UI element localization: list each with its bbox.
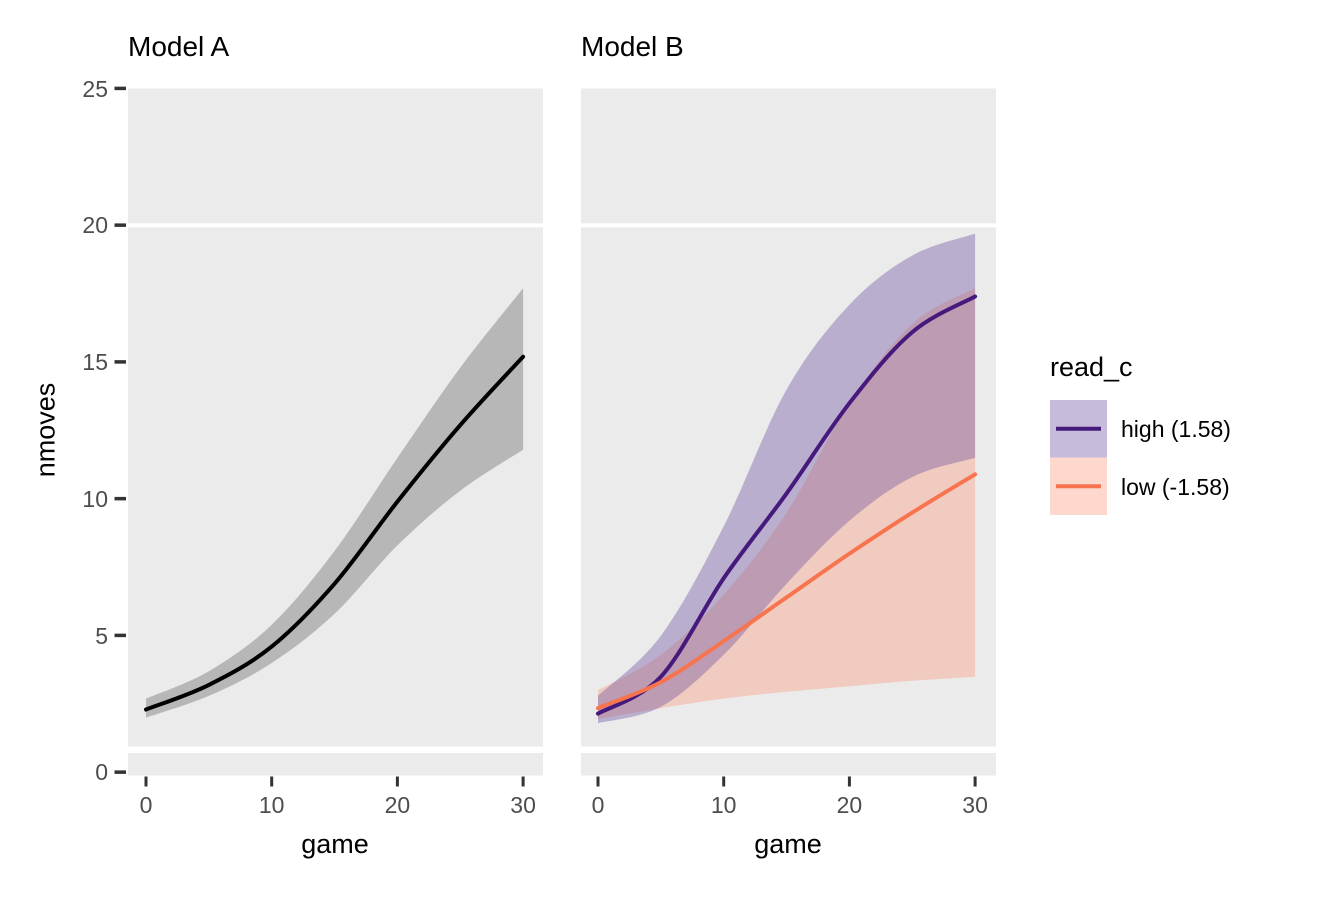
y-tick-mark-20 (114, 223, 126, 227)
y-axis-title: nmoves (30, 382, 61, 478)
y-tick-label-20: 20 (82, 212, 108, 238)
y-tick-label-10: 10 (82, 486, 108, 512)
facet-title-model-b: Model B (581, 31, 684, 62)
x-tick-label-model-a-0: 0 (139, 792, 153, 818)
legend-label-high: high (1.58) (1121, 416, 1231, 442)
x-tick-label-model-b-10: 10 (710, 792, 737, 818)
facet-title-model-a: Model A (128, 31, 230, 62)
x-tick-mark-model-b-20 (847, 776, 851, 787)
x-tick-label-model-a-20: 20 (384, 792, 411, 818)
ribbon-model-b-low (598, 288, 976, 720)
fit-line-model-b-low (596, 472, 978, 711)
x-tick-mark-model-a-20 (395, 776, 399, 787)
x-tick-label-model-b-30: 30 (962, 792, 988, 818)
x-tick-mark-model-a-30 (521, 776, 525, 787)
fit-line-model-b-high (596, 294, 978, 716)
x-tick-label-model-a-10: 10 (258, 792, 285, 818)
y-tick-mark-10 (114, 496, 126, 501)
x-tick-mark-model-b-10 (722, 776, 726, 787)
bottom-strip-model-b (581, 753, 996, 776)
y-tick-mark-5 (114, 633, 126, 638)
ribbon-model-b-high (598, 233, 976, 724)
y-tick-label-0: 0 (95, 759, 108, 785)
legend-label-low: low (-1.58) (1121, 474, 1230, 500)
fit-line-model-a-overall (144, 354, 526, 712)
panel-model-b-background (581, 88, 996, 747)
x-tick-mark-model-b-30 (973, 776, 977, 787)
x-tick-mark-model-b-0 (596, 776, 600, 787)
x-tick-label-model-b-20: 20 (836, 792, 863, 818)
y-tick-label-5: 5 (95, 623, 108, 649)
x-tick-mark-model-a-0 (144, 776, 148, 787)
bottom-strip-model-a (128, 753, 543, 776)
x-axis-title-model-b: game (754, 829, 822, 859)
y-tick-label-25: 25 (82, 76, 108, 102)
y-tick-label-15: 15 (82, 349, 108, 375)
x-axis-title-model-a: game (301, 829, 369, 859)
y-tick-mark-0 (114, 770, 126, 774)
legend-title: read_c (1050, 352, 1133, 382)
x-tick-label-model-b-0: 0 (591, 792, 605, 818)
x-tick-mark-model-a-10 (270, 776, 274, 787)
panel-model-a-background (128, 88, 543, 747)
x-tick-label-model-a-30: 30 (510, 792, 536, 818)
y-tick-mark-15 (114, 360, 126, 364)
y-tick-mark-25 (114, 86, 126, 91)
